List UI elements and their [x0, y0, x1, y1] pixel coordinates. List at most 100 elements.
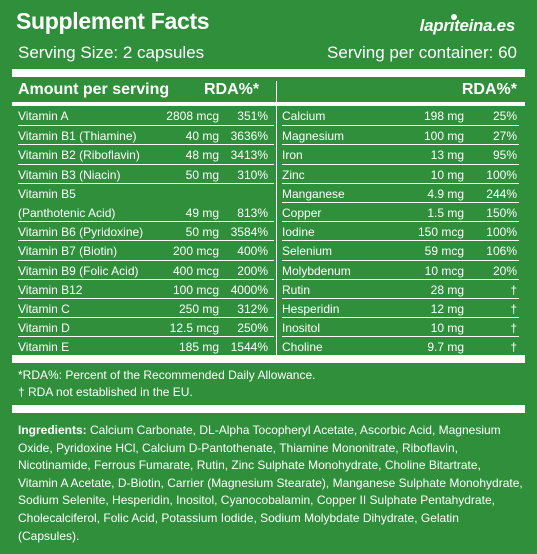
nutrient-amount: 28 mg: [430, 282, 464, 297]
nutrient-amount: 12.5 mcg: [169, 321, 219, 336]
nutrient-name: Vitamin B9 (Folic Acid): [18, 263, 139, 278]
nutrient-amount: 48 mg: [185, 148, 219, 163]
nutrient-rda: 310%: [237, 167, 268, 182]
serving-size: Serving Size: 2 capsules: [18, 43, 205, 62]
bottom-divider: [12, 355, 525, 363]
table-row: Calcium 198 mg 25%: [282, 106, 519, 125]
nutrient-amount: 4.9 mg: [427, 186, 464, 201]
nutrient-name: Selenium: [282, 244, 333, 259]
table-row: Inositol 10 mg †: [282, 317, 519, 337]
table-row: Hesperidin 12 mg †: [282, 298, 519, 318]
table-row: Copper 1.5 mg 150%: [282, 202, 519, 222]
table-row: Vitamin B5 (Panthotenic Acid) 49 mg 813%: [18, 182, 274, 222]
rda-footnote: *RDA%: Percent of the Recommended Daily …: [18, 368, 316, 382]
nutrient-rda: 150%: [486, 206, 517, 220]
table-row: Vitamin B3 (Niacin) 50 mg 310%: [18, 163, 274, 184]
nutrient-name: Vitamin B12: [18, 282, 83, 297]
table-row: Vitamin B12 100 mcg 4000%: [18, 278, 274, 299]
table-row: Vitamin E 185 mg 1544%: [18, 336, 274, 356]
nutrient-amount: 13 mg: [430, 148, 464, 163]
panel-title: Supplement Facts: [16, 8, 210, 34]
logo-dot-i: ı: [449, 16, 455, 35]
nutrient-rda: 351%: [237, 109, 268, 123]
nutrient-name: Vitamin B3 (Niacin): [18, 167, 121, 182]
nutrient-name: Magnesium: [282, 129, 345, 144]
footnotes: *RDA%: Percent of the Recommended Daily …: [18, 367, 315, 401]
nutrient-name: Vitamin B7 (Biotin): [18, 244, 118, 259]
nutrient-amount: 150 mcg: [417, 225, 464, 240]
nutrient-rda: 400%: [237, 244, 268, 259]
nutrient-name: Copper: [282, 206, 322, 220]
nutrient-rda: 250%: [237, 321, 268, 336]
amount-per-serving-header: Amount per serving: [18, 81, 170, 98]
nutrient-amount: 50 mg: [185, 167, 219, 182]
table-row: Vitamin D 12.5 mcg 250%: [18, 317, 274, 337]
table-row: Vitamin A 2808 mcg 351%: [18, 106, 274, 125]
column-separator: [276, 81, 277, 355]
nutrient-name: Vitamin B6 (Pyridoxine): [18, 225, 144, 240]
nutrient-name: Vitamin B5: [18, 186, 76, 201]
nutrient-name: Manganese: [282, 186, 345, 201]
nutrient-amount: 100 mg: [423, 129, 464, 144]
nutrient-amount: 50 mg: [185, 225, 219, 240]
nutrient-name: Vitamin B2 (Riboflavin): [18, 148, 140, 163]
nutrient-amount: 200 mcg: [172, 244, 219, 259]
nutrient-rda: 106%: [486, 244, 517, 259]
table-row: Iodine 150 mcg 100%: [282, 221, 519, 241]
nutrient-amount: 1.5 mg: [427, 206, 464, 220]
header-divider: [12, 102, 525, 106]
nutrient-name: Vitamin B1 (Thiamine): [18, 129, 137, 144]
top-divider: [12, 69, 525, 77]
nutrient-rda: †: [510, 321, 517, 336]
nutrient-rda: 244%: [486, 186, 517, 201]
servings-per-container: Serving per container: 60: [327, 43, 517, 62]
mineral-table: Calcium 198 mg 25% Magnesium 100 mg 27% Iron 13…: [282, 106, 519, 355]
nutrient-name: Vitamin A: [18, 109, 69, 123]
nutrient-amount: 40 mg: [185, 129, 219, 144]
table-row: Vitamin C 250 mg 312%: [18, 298, 274, 318]
nutrient-amount: 9.7 mg: [427, 340, 464, 355]
table-row: Vitamin B1 (Thiamine) 40 mg 3636%: [18, 125, 274, 145]
nutrient-name: Choline: [282, 340, 323, 355]
nutrient-amount: 10 mcg: [424, 263, 464, 278]
table-row: Zinc 10 mg 100%: [282, 163, 519, 184]
nutrient-rda: 95%: [492, 148, 517, 163]
nutrient-name: Iron: [282, 148, 303, 163]
vitamin-table: Vitamin A 2808 mcg 351% Vitamin B1 (Thiamin…: [18, 106, 274, 355]
table-row: Molybdenum 10 mcg 20%: [282, 259, 519, 280]
nutrient-name: Rutin: [282, 282, 311, 297]
table-row: Rutin 28 mg †: [282, 278, 519, 299]
nutrient-amount: 185 mg: [178, 340, 219, 355]
ingredients-list: Calcium Carbonate, DL-Alpha Tocopheryl A…: [18, 423, 523, 543]
nutrient-amount: 10 mg: [430, 321, 464, 336]
ingredients-label: Ingredients:: [18, 423, 87, 437]
nutrient-name: Molybdenum: [282, 263, 351, 278]
nutrient-amount: 198 mg: [423, 109, 464, 123]
nutrient-name: Iodine: [282, 225, 315, 240]
nutrient-name: Vitamin C: [18, 302, 70, 316]
nutrient-name: Hesperidin: [282, 302, 340, 316]
nutrient-amount: 100 mcg: [172, 282, 219, 297]
table-row: Vitamin B6 (Pyridoxine) 50 mg 3584%: [18, 221, 274, 241]
table-row: Iron 13 mg 95%: [282, 144, 519, 164]
nutrient-amount: 250 mg: [178, 302, 219, 316]
nutrient-name-line2: (Panthotenic Acid): [18, 205, 116, 220]
dagger-footnote: † RDA not established in the EU.: [18, 385, 193, 399]
table-row: Vitamin B2 (Riboflavin) 48 mg 3413%: [18, 144, 274, 164]
nutrient-rda: 813%: [237, 205, 268, 220]
nutrient-amount: 59 mcg: [424, 244, 464, 259]
table-row: Vitamin B9 (Folic Acid) 400 mcg 200%: [18, 259, 274, 280]
nutrient-rda: 27%: [492, 129, 517, 144]
brand-logo: laprıteina.es: [419, 16, 516, 36]
nutrient-amount: 2808 mcg: [166, 109, 219, 123]
logo-text-start: lapr: [419, 16, 450, 35]
ingredients-text: Ingredients: Calcium Carbonate, DL-Alpha…: [18, 422, 523, 545]
table-row: Magnesium 100 mg 27%: [282, 125, 519, 145]
nutrient-amount: 400 mcg: [172, 263, 219, 278]
nutrient-rda: 200%: [237, 263, 268, 278]
nutrient-name: Vitamin E: [18, 340, 70, 355]
nutrient-name: Inositol: [282, 321, 321, 336]
left-rda-header: RDA%*: [204, 81, 260, 98]
nutrient-name: Calcium: [282, 109, 326, 123]
